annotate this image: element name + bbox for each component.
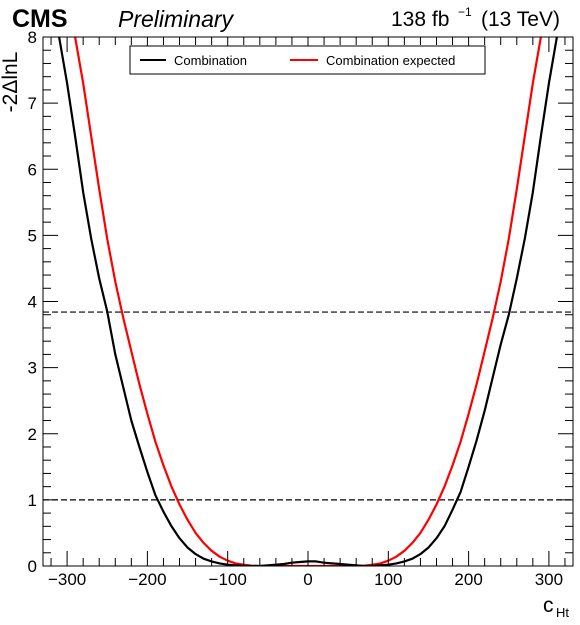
y-axis-title: -2ΔlnL bbox=[0, 52, 22, 113]
experiment-label: CMS bbox=[12, 5, 68, 33]
x-tick-label: −200 bbox=[128, 570, 166, 589]
y-tick-label: 0 bbox=[28, 557, 37, 576]
y-tick-label: 3 bbox=[28, 359, 37, 378]
x-axis-title-main: c bbox=[543, 594, 554, 617]
x-tick-label: 300 bbox=[535, 570, 563, 589]
x-tick-label: 0 bbox=[303, 570, 312, 589]
legend-label-observed: Combination bbox=[174, 53, 247, 68]
y-tick-label: 6 bbox=[28, 160, 37, 179]
legend-label-expected: Combination expected bbox=[326, 53, 455, 68]
x-axis-title-sub: Ht bbox=[556, 605, 569, 620]
x-tick-label: −300 bbox=[48, 570, 86, 589]
luminosity-label: 138 fb −1 (13 TeV) bbox=[391, 5, 560, 31]
curves bbox=[58, 37, 558, 566]
x-tick-label: 100 bbox=[374, 570, 402, 589]
y-tick-label: 1 bbox=[28, 491, 37, 510]
status-label: Preliminary bbox=[118, 6, 235, 32]
y-tick-label: 4 bbox=[28, 293, 37, 312]
x-axis-title: c Ht bbox=[543, 594, 569, 620]
series-line-expected bbox=[74, 37, 542, 566]
lumi-exponent: −1 bbox=[458, 5, 472, 19]
y-tick-label: 5 bbox=[28, 226, 37, 245]
plot-frame bbox=[42, 36, 574, 567]
x-tick-label: 200 bbox=[454, 570, 482, 589]
y-tick-label: 8 bbox=[28, 28, 37, 47]
y-tick-label: 2 bbox=[28, 425, 37, 444]
reference-lines bbox=[43, 311, 573, 501]
series-line-observed bbox=[58, 37, 558, 566]
legend: Combination Combination expected bbox=[129, 45, 486, 75]
y-tick-label: 7 bbox=[28, 94, 37, 113]
axes: −300 −200 −100 0 100 200 300 0 1 2 3 4 5 6 7 8 bbox=[28, 28, 573, 589]
x-tick-label: −100 bbox=[209, 570, 247, 589]
energy-label: (13 TeV) bbox=[481, 8, 560, 31]
lumi-value: 138 fb bbox=[391, 8, 449, 31]
